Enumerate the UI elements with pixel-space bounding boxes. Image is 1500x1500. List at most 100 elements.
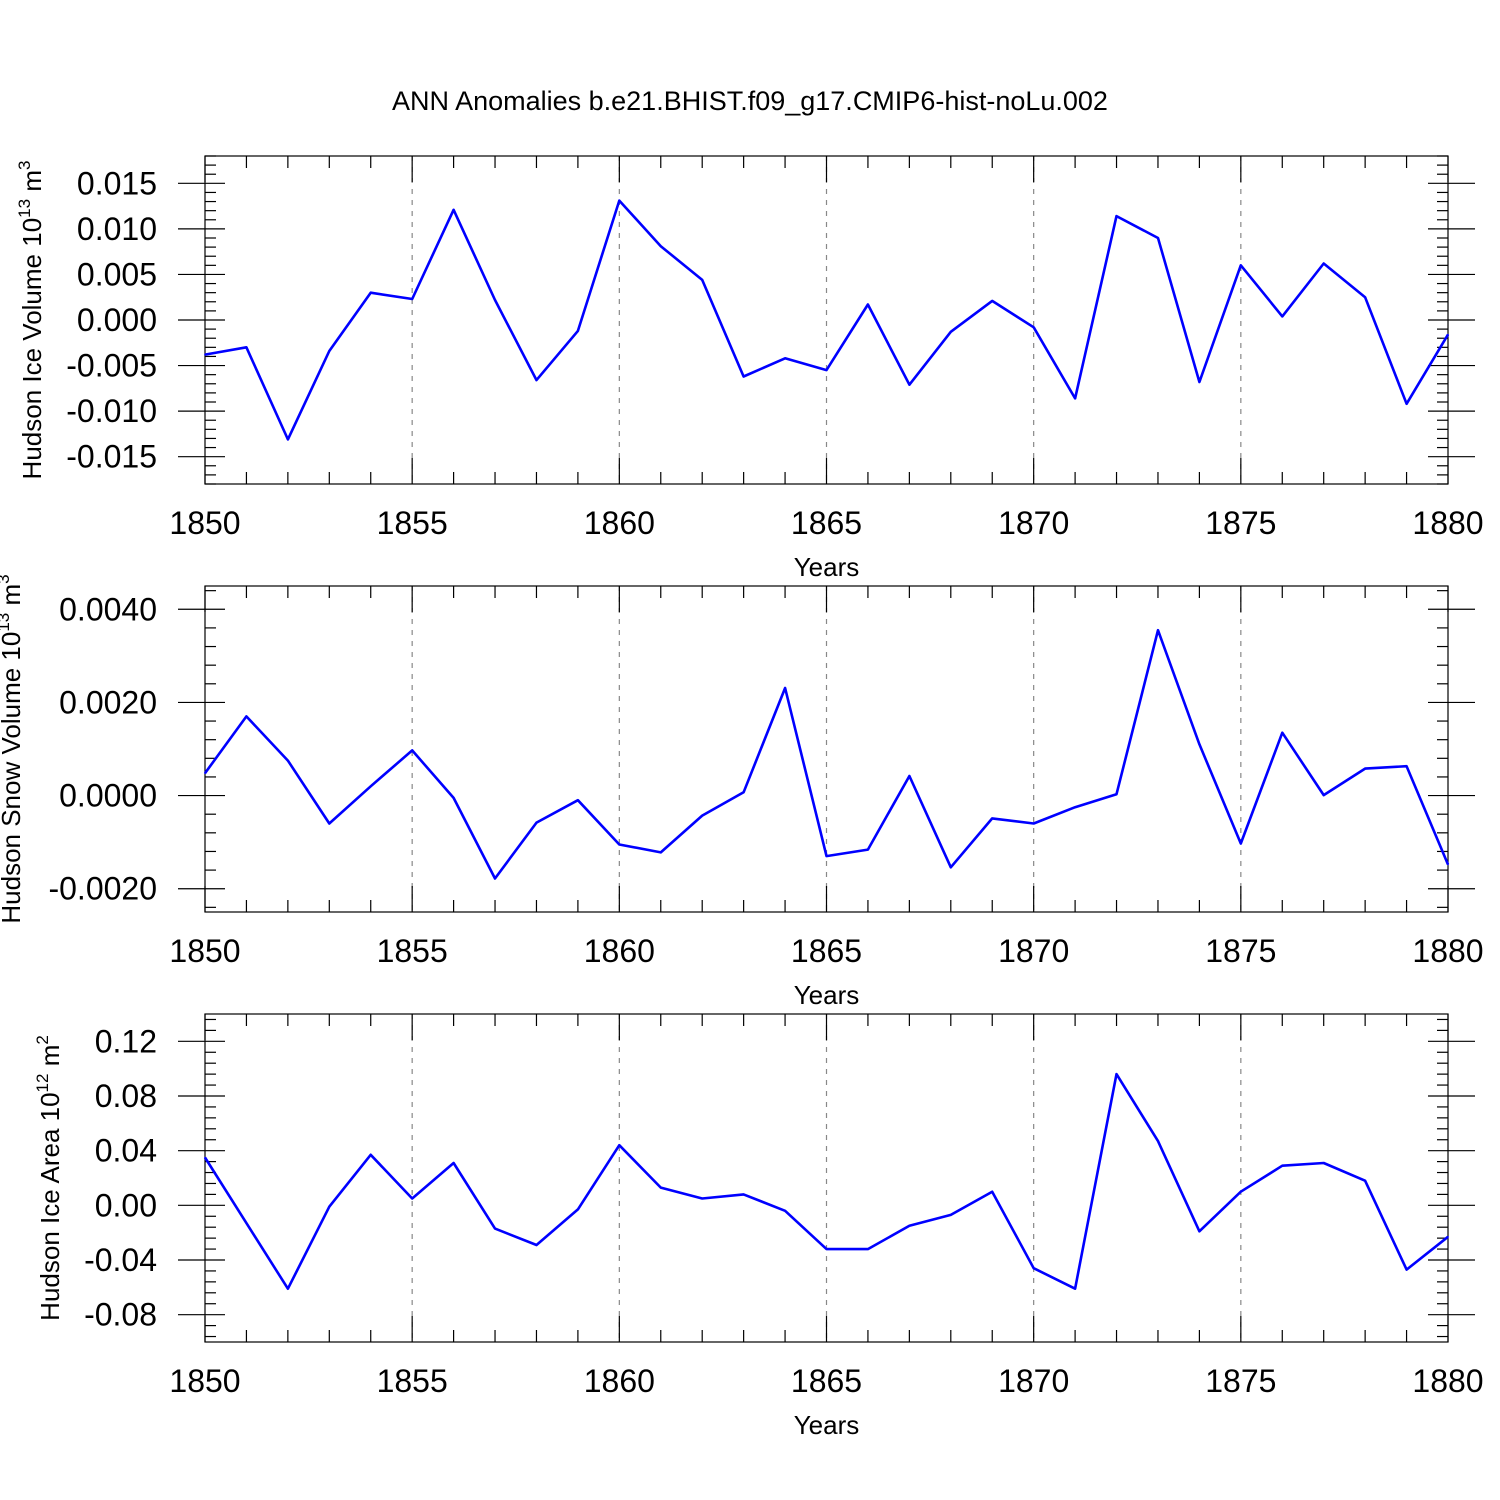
panel-1-data-point-1877	[1322, 262, 1325, 265]
panel-1-x-axis-label: Years	[794, 552, 860, 582]
panel-1-ytick-label: -0.010	[66, 393, 157, 429]
panel-1-data-point-1851	[245, 346, 248, 349]
panel-3-data-point-1850	[204, 1156, 206, 1159]
panel-3: 1850 1855 1860 1865 1870 1875 1880 -0.08 -0.04 0.…	[33, 1013, 1484, 1440]
panel-3-data-point-1854	[369, 1154, 372, 1156]
panel-2: 1850 1855 1860 1865 1870 1875 1880 -0.0020 0.000…	[0, 574, 1484, 1010]
panel-2-xtick-label: 1870	[998, 933, 1069, 969]
panel-3-ytick-label: 0.08	[95, 1078, 157, 1114]
panel-1-data-point-1859	[577, 330, 579, 332]
panel-2-data-point-1858	[535, 821, 538, 824]
panel-1-ytick-label: 0.000	[77, 302, 157, 338]
panel-2-data-point-1867	[908, 775, 911, 777]
panel-2-data-point-1852	[287, 759, 289, 762]
panel-3-xtick-label: 1860	[584, 1363, 655, 1399]
panel-3-data-point-1875	[1240, 1190, 1242, 1193]
panel-2-xtick-label: 1855	[377, 933, 448, 969]
panel-1-data-point-1863	[742, 375, 745, 378]
panel-3-ytick-label: 0.00	[95, 1187, 157, 1223]
panel-2-data-point-1853	[328, 822, 331, 825]
panel-1-data-point-1856	[452, 209, 455, 211]
panel-1-xtick-label: 1850	[169, 505, 240, 541]
panel-1-data-point-1852	[287, 438, 289, 441]
panel-2-y-axis-label: Hudson Snow Volume 1013 m3	[0, 574, 26, 923]
panel-1-xtick-label: 1880	[1412, 505, 1483, 541]
panel-3-data-point-1858	[535, 1244, 538, 1246]
panel-3-ytick-label: -0.04	[84, 1242, 157, 1278]
panel-3-data-point-1870	[1032, 1267, 1035, 1269]
panel-3-data-point-1861	[660, 1186, 662, 1189]
panel-1-data-point-1868	[950, 331, 952, 333]
panel-1-ytick-label: 0.010	[77, 211, 157, 247]
panel-3-data-point-1869	[991, 1190, 993, 1193]
panel-3-data-point-1878	[1364, 1179, 1366, 1182]
panel-2-data-point-1866	[867, 848, 869, 851]
panel-3-ytick-label: 0.12	[95, 1023, 157, 1059]
panel-1-data-point-1861	[660, 245, 662, 247]
panel-2-xtick-label: 1865	[791, 933, 862, 969]
panel-2-data-point-1856	[452, 797, 455, 799]
panel-3-xtick-label: 1880	[1412, 1363, 1483, 1399]
panel-2-data-point-1875	[1240, 842, 1242, 845]
panel-2-data-point-1873	[1157, 629, 1159, 631]
panel-1-data-point-1875	[1240, 264, 1242, 267]
panel-3-xtick-label: 1850	[169, 1363, 240, 1399]
panel-3-data-point-1851	[245, 1222, 248, 1224]
panel-3-xtick-label: 1865	[791, 1363, 862, 1399]
panel-1-ytick-label: 0.015	[77, 165, 157, 201]
panel-1-xtick-label: 1865	[791, 505, 862, 541]
panel-2-ytick-label: -0.0020	[48, 871, 157, 907]
panel-1-data-point-1874	[1198, 381, 1201, 383]
panel-3-data-point-1860	[618, 1144, 621, 1146]
panel-3-data-point-1855	[411, 1197, 414, 1200]
panel-1-xtick-label: 1860	[584, 505, 655, 541]
panel-1-data-point-1870	[1032, 326, 1035, 329]
panel-1-ytick-label: 0.005	[77, 256, 157, 292]
panel-3-data-point-1857	[494, 1227, 496, 1230]
panel-3-data-point-1862	[701, 1197, 703, 1200]
panel-1-data-point-1872	[1115, 215, 1118, 217]
panel-3-data-point-1874	[1198, 1230, 1201, 1233]
panel-3-data-point-1859	[577, 1208, 579, 1211]
panel-3-data-point-1865	[825, 1248, 828, 1250]
panel-2-data-point-1865	[825, 855, 828, 857]
panel-2-data-point-1877	[1322, 794, 1325, 796]
panel-3-xtick-label: 1855	[377, 1363, 448, 1399]
panel-2-data-point-1855	[411, 749, 414, 752]
panel-3-data-point-1852	[287, 1287, 289, 1290]
panel-2-x-axis-label: Years	[794, 980, 860, 1010]
panel-3-data-point-1879	[1405, 1268, 1408, 1271]
panel-3-data-point-1880	[1447, 1236, 1449, 1238]
panel-2-data-point-1869	[991, 817, 993, 820]
panel-2-data-point-1850	[204, 772, 206, 774]
panel-3-xtick-label: 1870	[998, 1363, 1069, 1399]
panel-1-xtick-label: 1870	[998, 505, 1069, 541]
panel-3-data-point-1877	[1322, 1162, 1325, 1164]
panel-2-data-point-1874	[1198, 743, 1201, 746]
panel-3-data-point-1867	[908, 1225, 911, 1227]
panel-1-data-point-1878	[1364, 296, 1366, 299]
panel-1-data-point-1853	[328, 350, 331, 352]
chart-panels: 1850 1855 1860 1865 1870 1875 1880 -0.015 -0.010…	[0, 155, 1484, 1440]
panel-2-data-point-1863	[742, 791, 745, 794]
panel-1-xtick-label: 1875	[1205, 505, 1276, 541]
panel-2-data-point-1868	[950, 866, 952, 869]
panel-2-data-point-1879	[1405, 765, 1408, 767]
panel-1: 1850 1855 1860 1865 1870 1875 1880 -0.015 -0.010…	[15, 155, 1484, 582]
panel-1-data-point-1857	[494, 299, 496, 301]
panel-3-ytick-label: 0.04	[95, 1133, 157, 1169]
panel-1-y-axis-label: Hudson Ice Volume 1013 m3	[15, 161, 47, 480]
panel-3-data-point-1856	[452, 1162, 455, 1164]
panel-3-data-point-1863	[742, 1193, 745, 1196]
panel-2-data-point-1871	[1074, 806, 1076, 808]
panel-2-data-point-1880	[1447, 863, 1449, 866]
panel-3-data-point-1866	[867, 1248, 869, 1250]
panel-2-data-point-1864	[784, 687, 786, 689]
panel-2-data-point-1870	[1032, 822, 1035, 825]
panel-1-data-point-1866	[867, 303, 869, 306]
panel-1-data-point-1879	[1405, 403, 1408, 405]
panel-2-data-point-1876	[1281, 731, 1284, 734]
panel-2-xtick-label: 1875	[1205, 933, 1276, 969]
panel-1-data-point-1858	[535, 379, 538, 381]
